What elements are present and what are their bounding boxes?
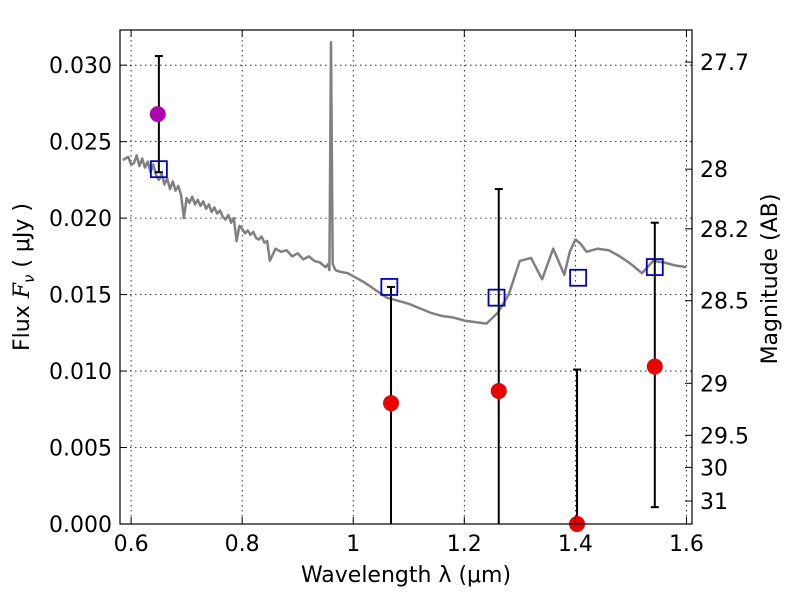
series-layer <box>122 40 687 532</box>
gridlines <box>120 30 692 525</box>
y-tick-label: 0.005 <box>49 437 112 462</box>
y-label-suffix: ( μJy ) <box>10 203 35 275</box>
data-point-marker <box>490 382 507 399</box>
data-point-marker <box>646 358 663 375</box>
right-tick-label: 28.2 <box>700 218 749 243</box>
y-axis-label: Flux Fν ( μJy ) <box>10 203 38 351</box>
x-tick-label: 1.2 <box>447 532 482 557</box>
right-tick-label: 31 <box>700 490 728 515</box>
right-tick-label: 30 <box>700 456 728 481</box>
y-tick-label: 0.020 <box>49 207 112 232</box>
model-square-marker <box>380 278 399 296</box>
model-square-marker <box>487 288 506 307</box>
y-tick-label: 0.000 <box>49 513 112 538</box>
x-axis-label: Wavelength λ (μm) <box>301 563 511 588</box>
data-point-marker <box>383 395 400 412</box>
y-label-prefix: Flux <box>10 298 35 351</box>
x-tick-label: 1.6 <box>669 532 704 557</box>
model-square-marker <box>149 160 168 179</box>
model-square-marker <box>569 268 588 287</box>
right-tick-label: 28 <box>700 158 728 183</box>
right-axis-label: Magnitude (AB) <box>758 194 783 365</box>
y-tick-label: 0.015 <box>49 284 112 309</box>
right-tick-label: 27.7 <box>700 51 749 76</box>
x-tick-label: 1 <box>346 532 360 557</box>
y-label-subscript: ν <box>20 275 38 283</box>
y-label-symbol: F <box>10 282 35 299</box>
ticks: 0.6 0.8 1 1.2 1.4 1.6 0.000 0.005 0.010 0.015 0.02… <box>49 30 749 557</box>
right-tick-label: 29 <box>700 372 728 397</box>
x-tick-label: 0.8 <box>225 532 260 557</box>
y-tick-label: 0.010 <box>49 360 112 385</box>
y-tick-label: 0.025 <box>49 131 112 156</box>
spectrum-line <box>122 40 687 325</box>
plot-frame <box>119 29 693 525</box>
x-tick-label: 1.4 <box>558 532 593 557</box>
y-tick-label: 0.030 <box>49 54 112 79</box>
model-square-marker <box>645 258 664 276</box>
right-tick-label: 28.5 <box>700 290 749 315</box>
data-point-marker <box>149 106 166 123</box>
x-tick-label: 0.6 <box>114 532 149 557</box>
right-tick-label: 29.5 <box>700 424 749 449</box>
